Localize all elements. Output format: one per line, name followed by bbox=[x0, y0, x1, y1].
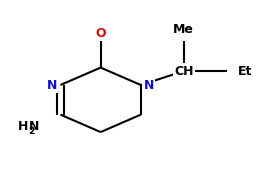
Text: N: N bbox=[144, 79, 154, 92]
Text: N: N bbox=[28, 120, 39, 133]
Text: H: H bbox=[18, 120, 28, 133]
Text: O: O bbox=[95, 27, 106, 40]
Text: N: N bbox=[47, 79, 58, 92]
Text: Me: Me bbox=[173, 23, 194, 36]
Text: CH: CH bbox=[174, 65, 193, 78]
Text: 2: 2 bbox=[28, 127, 35, 136]
Text: Et: Et bbox=[237, 65, 252, 78]
